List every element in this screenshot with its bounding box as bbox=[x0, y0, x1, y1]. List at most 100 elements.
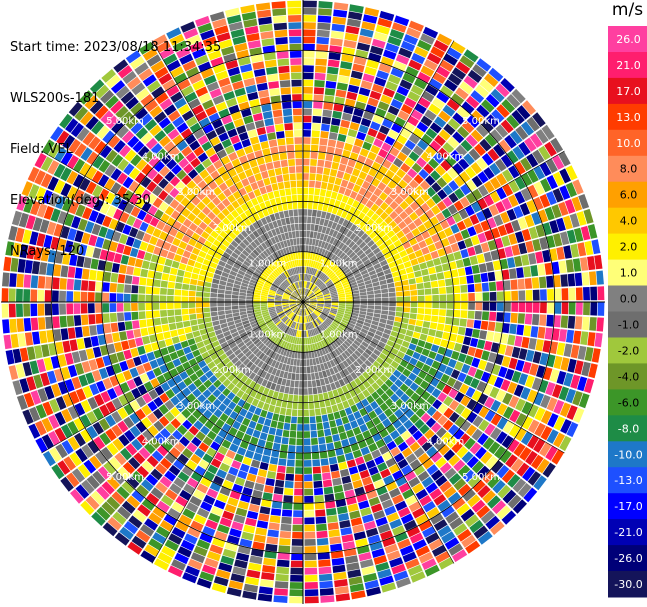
velocity-gate bbox=[138, 41, 154, 55]
velocity-gate bbox=[161, 324, 170, 332]
velocity-gate bbox=[452, 162, 464, 175]
velocity-gate bbox=[316, 523, 327, 532]
velocity-gate bbox=[235, 552, 250, 562]
velocity-gate bbox=[315, 308, 322, 313]
velocity-gate bbox=[454, 391, 465, 403]
velocity-gate bbox=[280, 332, 285, 339]
velocity-gate bbox=[254, 358, 261, 366]
velocity-gate bbox=[489, 291, 497, 301]
velocity-gate bbox=[48, 192, 60, 207]
velocity-gate bbox=[347, 398, 355, 407]
velocity-gate bbox=[317, 326, 323, 333]
velocity-gate bbox=[350, 380, 358, 389]
velocity-gate bbox=[447, 167, 459, 179]
velocity-gate bbox=[455, 61, 471, 75]
velocity-gate bbox=[380, 211, 389, 221]
velocity-gate bbox=[383, 369, 392, 378]
velocity-gate bbox=[245, 200, 254, 209]
velocity-gate bbox=[125, 443, 138, 456]
velocity-gate bbox=[347, 84, 360, 94]
velocity-gate bbox=[305, 289, 309, 296]
velocity-gate bbox=[477, 198, 488, 210]
velocity-gate bbox=[330, 275, 338, 281]
velocity-gate bbox=[244, 218, 252, 227]
velocity-gate bbox=[288, 269, 293, 276]
velocity-gate bbox=[356, 202, 365, 212]
velocity-gate bbox=[74, 326, 83, 338]
velocity-gate bbox=[395, 476, 407, 487]
velocity-gate bbox=[23, 392, 35, 408]
velocity-gate bbox=[143, 252, 153, 262]
velocity-gate bbox=[140, 94, 154, 107]
velocity-gate bbox=[195, 54, 209, 66]
velocity-gate bbox=[476, 210, 486, 222]
velocity-gate bbox=[319, 138, 328, 146]
velocity-gate bbox=[532, 149, 545, 164]
velocity-gate bbox=[272, 205, 279, 214]
velocity-gate bbox=[435, 165, 446, 176]
velocity-gate bbox=[359, 331, 367, 338]
velocity-gate bbox=[266, 279, 273, 284]
velocity-gate bbox=[309, 409, 315, 417]
velocity-gate bbox=[279, 323, 285, 330]
velocity-gate bbox=[432, 257, 442, 266]
velocity-gate bbox=[311, 216, 316, 224]
velocity-gate bbox=[565, 388, 576, 404]
velocity-gate bbox=[184, 431, 195, 442]
velocity-gate bbox=[242, 456, 252, 466]
velocity-gate bbox=[236, 371, 245, 380]
velocity-gate bbox=[282, 282, 288, 288]
velocity-gate bbox=[312, 253, 316, 261]
velocity-gate bbox=[86, 151, 99, 165]
velocity-gate bbox=[52, 277, 60, 290]
velocity-gate bbox=[556, 370, 567, 385]
velocity-gate bbox=[330, 334, 337, 341]
velocity-gate bbox=[396, 291, 403, 297]
velocity-gate bbox=[374, 155, 385, 165]
velocity-gate bbox=[319, 451, 328, 459]
velocity-gate bbox=[218, 374, 227, 383]
velocity-gate bbox=[458, 483, 471, 497]
velocity-gate bbox=[389, 190, 399, 200]
velocity-gate bbox=[530, 326, 539, 338]
velocity-gate bbox=[418, 240, 427, 249]
velocity-gate bbox=[275, 573, 289, 582]
velocity-gate bbox=[379, 402, 389, 412]
velocity-gate bbox=[311, 351, 315, 359]
velocity-gate bbox=[194, 448, 206, 459]
velocity-gate bbox=[253, 213, 260, 221]
velocity-gate bbox=[405, 495, 418, 506]
velocity-gate bbox=[256, 228, 263, 236]
velocity-gate bbox=[299, 330, 302, 338]
velocity-gate bbox=[273, 317, 280, 323]
velocity-gate bbox=[48, 414, 60, 429]
velocity-gate bbox=[360, 295, 367, 299]
velocity-gate bbox=[170, 418, 181, 429]
velocity-gate bbox=[171, 559, 186, 571]
velocity-gate bbox=[382, 451, 393, 462]
velocity-gate bbox=[496, 291, 504, 301]
velocity-gate bbox=[123, 403, 135, 416]
velocity-gate bbox=[195, 307, 203, 314]
velocity-gate bbox=[445, 511, 459, 524]
velocity-gate bbox=[265, 184, 273, 193]
velocity-gate bbox=[561, 288, 569, 301]
velocity-gate bbox=[232, 483, 243, 493]
velocity-gate bbox=[272, 252, 278, 260]
velocity-gate bbox=[163, 183, 174, 194]
velocity-gate bbox=[199, 532, 213, 544]
velocity-gate bbox=[349, 77, 361, 87]
velocity-gate bbox=[264, 258, 272, 265]
velocity-gate bbox=[422, 321, 431, 328]
velocity-gate bbox=[187, 212, 197, 222]
velocity-gate bbox=[370, 144, 381, 155]
velocity-gate bbox=[160, 347, 169, 356]
velocity-gate bbox=[483, 167, 495, 180]
velocity-gate bbox=[352, 395, 361, 404]
velocity-gate bbox=[397, 441, 409, 452]
velocity-gate bbox=[558, 329, 567, 342]
velocity-gate bbox=[366, 218, 375, 227]
velocity-gate bbox=[38, 317, 46, 330]
velocity-gate bbox=[316, 326, 321, 334]
velocity-gate bbox=[357, 212, 366, 221]
